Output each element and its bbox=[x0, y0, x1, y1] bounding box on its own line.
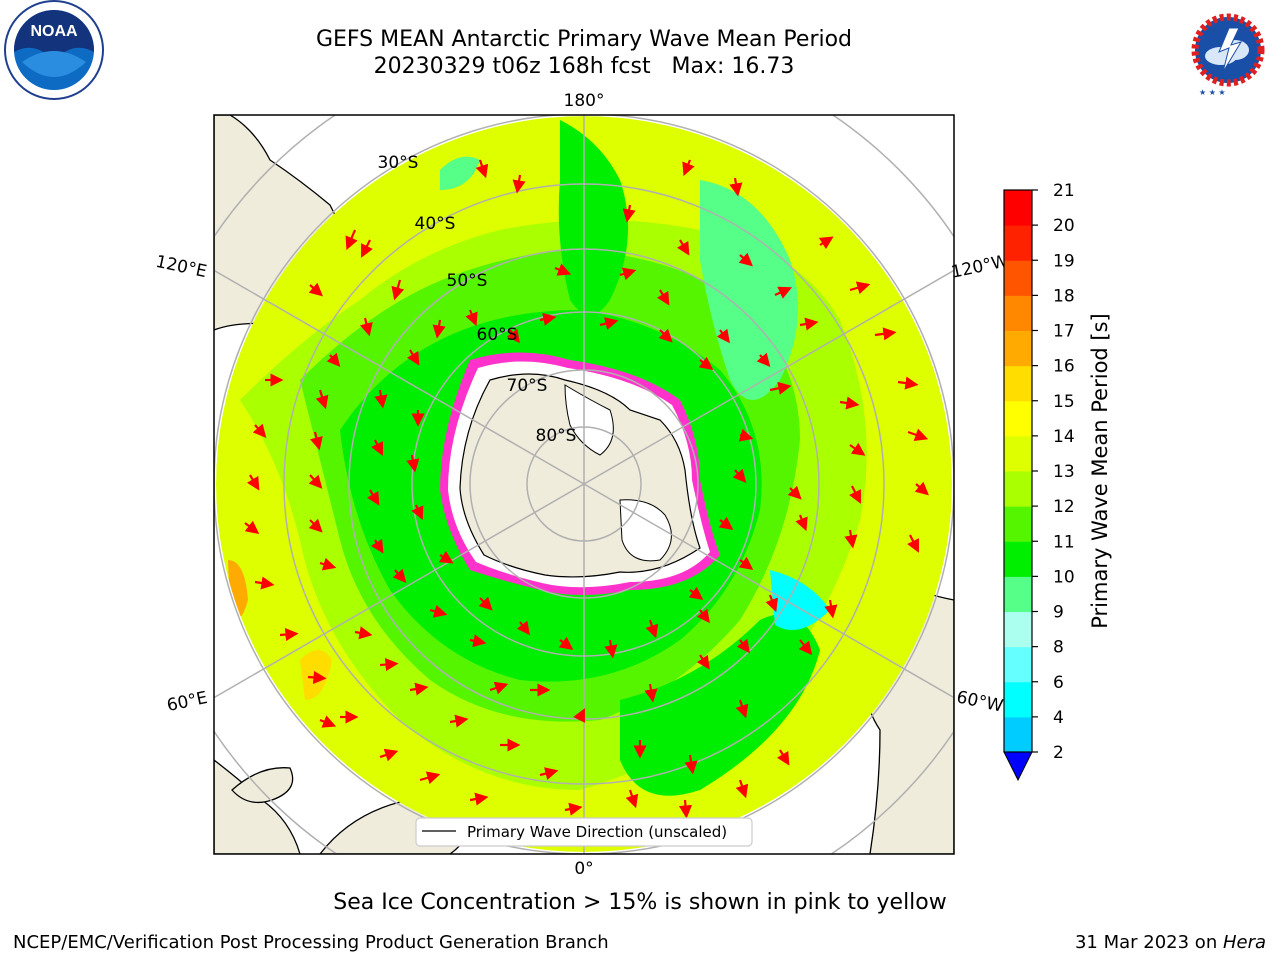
colorbar-segment bbox=[1004, 400, 1032, 437]
lat-label-30s: 30°S bbox=[378, 153, 419, 173]
colorbar-tick-label: 15 bbox=[1053, 392, 1075, 412]
colorbar-segment bbox=[1004, 471, 1032, 507]
wave-direction-arrows bbox=[244, 159, 929, 835]
colorbar-tick-label: 16 bbox=[1053, 357, 1075, 377]
colorbar-tick-label: 21 bbox=[1053, 181, 1075, 201]
credit-text: NCEP/EMC/Verification Post Processing Pr… bbox=[13, 932, 609, 953]
noaa-logo: NOAA bbox=[4, 0, 104, 100]
colorbar-tick-label: 11 bbox=[1053, 532, 1075, 552]
colorbar-segment bbox=[1004, 541, 1032, 577]
colorbar-tick-label: 12 bbox=[1053, 497, 1075, 517]
colorbar: 2 4 6 8 9 10 11 12 13 14 15 16 17 18 19 20 21 Primary Wa… bbox=[1003, 181, 1112, 782]
colorbar-tick-label: 6 bbox=[1053, 673, 1064, 693]
host-text: Hera bbox=[1222, 932, 1266, 953]
colorbar-tick-label: 14 bbox=[1053, 427, 1075, 447]
map-title: GEFS MEAN Antarctic Primary Wave Mean Pe… bbox=[315, 27, 853, 52]
colorbar-segment bbox=[1004, 435, 1032, 472]
lat-label-40s: 40°S bbox=[415, 214, 456, 234]
lon-label-120w: 120°W bbox=[949, 251, 1010, 283]
lat-label-60s: 60°S bbox=[477, 325, 518, 345]
colorbar-tick-label: 18 bbox=[1053, 286, 1075, 306]
colorbar-segment bbox=[1004, 295, 1032, 331]
colorbar-tick-label: 13 bbox=[1053, 462, 1075, 482]
nws-logo: ★ ★ ★ bbox=[1181, 3, 1275, 97]
colorbar-extend-triangle bbox=[1003, 751, 1033, 782]
lon-label-60w: 60°W bbox=[955, 687, 1005, 716]
colorbar-segment bbox=[1004, 646, 1032, 683]
colorbar-segment bbox=[1004, 190, 1032, 226]
sea-ice-caption: Sea Ice Concentration > 15% is shown in … bbox=[333, 890, 947, 915]
antarctica bbox=[440, 352, 720, 595]
lon-label-0: 0° bbox=[574, 859, 593, 879]
colorbar-tick-label: 9 bbox=[1053, 603, 1064, 623]
lon-label-120e: 120°E bbox=[154, 252, 209, 282]
colorbar-segment bbox=[1004, 225, 1032, 261]
colorbar-tick-label: 8 bbox=[1053, 638, 1064, 658]
map-legend: Primary Wave Direction (unscaled) bbox=[415, 817, 753, 847]
colorbar-tick-label: 17 bbox=[1053, 322, 1075, 342]
colorbar-segment bbox=[1004, 506, 1032, 542]
colorbar-segment bbox=[1004, 716, 1032, 753]
datestamp: 31 Mar 2023 on Hera bbox=[1075, 932, 1266, 953]
colorbar-tick-label: 2 bbox=[1053, 743, 1064, 763]
lat-label-70s: 70°S bbox=[507, 376, 548, 396]
colorbar-segment bbox=[1004, 681, 1032, 718]
noaa-logo-text: NOAA bbox=[30, 23, 78, 40]
colorbar-segment bbox=[1004, 611, 1032, 648]
lat-label-80s: 80°S bbox=[536, 426, 577, 446]
colorbar-tick-label: 10 bbox=[1053, 567, 1075, 587]
lon-label-180: 180° bbox=[564, 91, 605, 111]
colorbar-segment bbox=[1004, 365, 1032, 402]
colorbar-segment bbox=[1004, 260, 1032, 296]
svg-text:★ ★ ★: ★ ★ ★ bbox=[1199, 88, 1226, 97]
date-text: 31 Mar 2023 on bbox=[1074, 932, 1223, 953]
lon-label-60e: 60°E bbox=[165, 688, 209, 716]
colorbar-segment bbox=[1004, 330, 1032, 367]
colorbar-tick-label: 20 bbox=[1053, 216, 1075, 236]
map-subtitle: 20230329 t06z 168h fcst Max: 16.73 bbox=[373, 54, 795, 79]
colorbar-segment bbox=[1004, 576, 1032, 612]
colorbar-tick-label: 19 bbox=[1053, 251, 1075, 271]
lat-label-50s: 50°S bbox=[447, 271, 488, 291]
colorbar-tick-label: 4 bbox=[1053, 708, 1064, 728]
map-frame bbox=[213, 114, 955, 855]
colorbar-label: Primary Wave Mean Period [s] bbox=[1088, 313, 1112, 629]
legend-label: Primary Wave Direction (unscaled) bbox=[467, 823, 727, 841]
